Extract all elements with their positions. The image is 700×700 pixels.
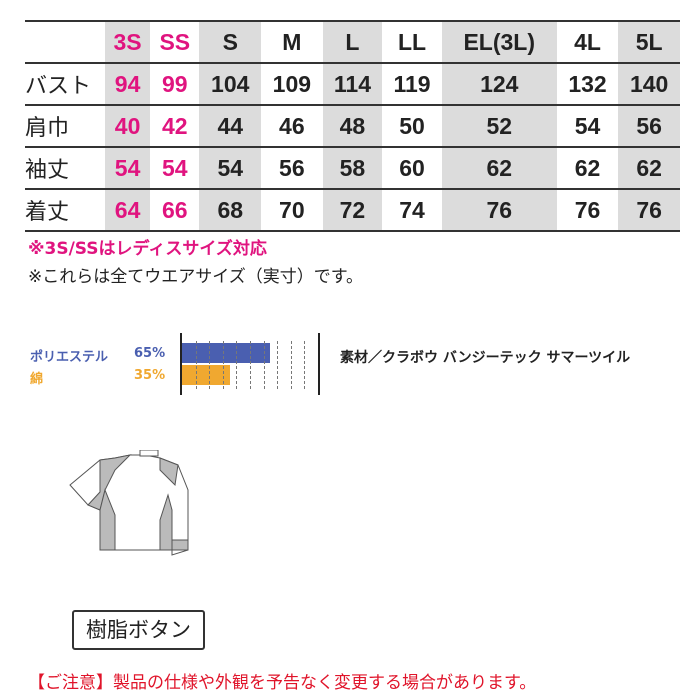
- size-header: 4L: [556, 20, 619, 64]
- table-cell: 140: [618, 63, 680, 106]
- table-cell: 76: [441, 189, 557, 232]
- table-cell: 40: [105, 105, 151, 148]
- table-cell: 46: [261, 105, 323, 148]
- divider: [318, 333, 320, 395]
- composition-bar: [182, 365, 230, 385]
- row-label: 肩巾: [25, 105, 105, 148]
- size-header: M: [261, 20, 323, 64]
- table-header-row: 3S SS S M L LL EL(3L) 4L 5L: [25, 20, 680, 64]
- table-cell: 70: [261, 189, 323, 232]
- caution-note: 【ご注意】製品の仕様や外観を予告なく変更する場合があります。: [28, 673, 537, 693]
- actual-size-note: ※これらは全てウエアサイズ（実寸）です。: [28, 267, 364, 287]
- size-header: EL(3L): [441, 20, 557, 64]
- table-cell: 58: [322, 147, 383, 190]
- size-table: 3S SS S M L LL EL(3L) 4L 5L バスト 94 99 104 109 114 119 12…: [25, 20, 680, 232]
- table-row: 肩巾 40 42 44 46 48 50 52 54 56: [25, 105, 680, 148]
- composition-chart: [180, 333, 320, 395]
- table-cell: 48: [322, 105, 383, 148]
- table-cell: 104: [199, 63, 262, 106]
- size-header: SS: [150, 20, 200, 64]
- composition-cotton-percent: 35%: [134, 368, 166, 383]
- table-cell: 52: [441, 105, 557, 148]
- table-cell: 50: [382, 105, 442, 148]
- chart-gridline: [222, 341, 224, 389]
- chart-gridline: [290, 341, 292, 389]
- material-text: 素材／クラボウ バンジーテック サマーツイル: [340, 350, 631, 366]
- table-cell: 64: [105, 189, 151, 232]
- row-label: 着丈: [25, 189, 105, 232]
- table-row: 袖丈 54 54 54 56 58 60 62 62 62: [25, 147, 680, 190]
- table-row: バスト 94 99 104 109 114 119 124 132 140: [25, 63, 680, 106]
- chart-axis: [180, 333, 182, 395]
- table-cell: 44: [199, 105, 262, 148]
- row-label: 袖丈: [25, 147, 105, 190]
- table-cell: 66: [150, 189, 200, 232]
- table-cell: 42: [150, 105, 200, 148]
- table-cell: 62: [556, 147, 619, 190]
- size-header: 3S: [105, 20, 151, 64]
- table-cell: 76: [618, 189, 680, 232]
- size-header: S: [199, 20, 262, 64]
- table-cell: 54: [105, 147, 151, 190]
- chart-gridline: [195, 341, 197, 389]
- table-cell: 56: [261, 147, 323, 190]
- composition-cotton-label: 綿: [30, 372, 44, 387]
- table-cell: 72: [322, 189, 383, 232]
- composition-polyester-percent: 65%: [134, 346, 166, 361]
- table-cell: 132: [556, 63, 619, 106]
- row-label: バスト: [25, 63, 105, 106]
- chart-gridline: [277, 341, 279, 389]
- resin-button-label: 樹脂ボタン: [72, 610, 205, 650]
- table-cell: 76: [556, 189, 619, 232]
- table-cell: 109: [261, 63, 323, 106]
- header-corner: [25, 20, 105, 64]
- table-cell: 62: [618, 147, 680, 190]
- chart-gridline: [250, 341, 251, 389]
- chart-gridline: [236, 341, 238, 389]
- table-cell: 68: [199, 189, 262, 232]
- table-cell: 54: [556, 105, 619, 148]
- table-cell: 56: [618, 105, 680, 148]
- table-cell: 99: [150, 63, 200, 106]
- size-header: 5L: [618, 20, 680, 64]
- chart-gridline: [209, 341, 211, 389]
- table-row: 着丈 64 66 68 70 72 74 76 76 76: [25, 189, 680, 232]
- table-cell: 114: [322, 63, 383, 106]
- table-cell: 74: [382, 189, 442, 232]
- chart-gridline: [263, 341, 265, 389]
- chart-gridline: [304, 341, 306, 389]
- table-cell: 124: [441, 63, 557, 106]
- shirt-back-illustration: [69, 450, 189, 556]
- ladies-size-note: ※3S/SSはレディスサイズ対応: [28, 239, 267, 259]
- table-cell: 94: [105, 63, 151, 106]
- size-header: L: [322, 20, 383, 64]
- composition-bar: [182, 343, 271, 363]
- table-cell: 119: [382, 63, 442, 106]
- size-header: LL: [382, 20, 442, 64]
- composition-polyester-label: ポリエステル: [30, 350, 109, 365]
- table-cell: 62: [441, 147, 557, 190]
- table-cell: 54: [150, 147, 200, 190]
- table-cell: 54: [199, 147, 262, 190]
- table-cell: 60: [382, 147, 442, 190]
